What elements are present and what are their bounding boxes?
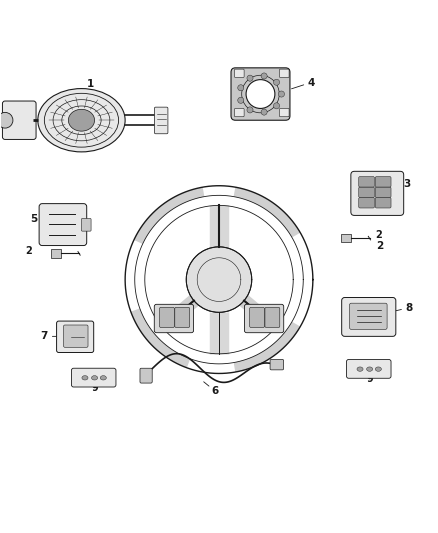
Circle shape [261,109,267,115]
Bar [51,249,60,258]
Circle shape [273,103,279,109]
Circle shape [0,112,13,128]
FancyBboxPatch shape [231,68,290,120]
Circle shape [247,75,253,81]
Ellipse shape [357,367,363,372]
Text: 6: 6 [211,386,218,397]
Text: 5: 5 [30,214,37,224]
FancyBboxPatch shape [375,187,391,198]
FancyBboxPatch shape [244,304,284,333]
FancyBboxPatch shape [234,69,244,77]
FancyBboxPatch shape [375,176,391,187]
FancyBboxPatch shape [265,308,280,327]
Circle shape [261,73,267,79]
FancyBboxPatch shape [175,308,190,327]
FancyBboxPatch shape [71,368,116,387]
FancyBboxPatch shape [234,108,244,117]
Text: 3: 3 [403,179,410,189]
FancyBboxPatch shape [154,107,168,134]
FancyBboxPatch shape [64,325,88,348]
Text: 2: 2 [376,240,383,251]
Ellipse shape [375,367,381,372]
FancyBboxPatch shape [359,187,374,198]
FancyBboxPatch shape [39,204,87,246]
Text: 2: 2 [26,246,32,256]
Circle shape [238,97,244,103]
Ellipse shape [100,376,106,380]
FancyBboxPatch shape [279,69,289,77]
FancyBboxPatch shape [270,359,284,370]
Text: 4: 4 [307,78,314,88]
FancyBboxPatch shape [359,176,374,187]
FancyBboxPatch shape [57,321,94,352]
FancyBboxPatch shape [359,198,374,208]
Circle shape [186,247,252,312]
Polygon shape [131,309,190,368]
Polygon shape [233,187,300,238]
Text: 9: 9 [91,383,98,393]
Text: 1: 1 [87,79,94,89]
Text: 2: 2 [375,230,382,240]
FancyBboxPatch shape [154,304,194,333]
Ellipse shape [92,376,98,380]
Circle shape [279,91,285,97]
FancyBboxPatch shape [3,101,36,140]
Bar [341,234,351,243]
FancyBboxPatch shape [346,359,391,378]
FancyBboxPatch shape [250,308,265,327]
Circle shape [273,79,279,85]
Text: 7: 7 [41,332,48,341]
Ellipse shape [68,109,95,131]
Ellipse shape [38,88,125,152]
Circle shape [238,85,244,91]
FancyBboxPatch shape [140,368,152,383]
FancyBboxPatch shape [350,303,387,329]
Circle shape [246,79,275,108]
FancyBboxPatch shape [342,297,396,336]
FancyBboxPatch shape [375,198,391,208]
FancyBboxPatch shape [81,219,91,231]
FancyBboxPatch shape [351,171,404,215]
Polygon shape [233,322,300,372]
Text: 8: 8 [405,303,413,313]
Text: 9: 9 [366,374,373,384]
Circle shape [247,107,253,113]
Ellipse shape [82,376,88,380]
FancyBboxPatch shape [159,308,174,327]
Polygon shape [134,187,205,244]
Ellipse shape [367,367,373,372]
FancyBboxPatch shape [279,108,289,117]
